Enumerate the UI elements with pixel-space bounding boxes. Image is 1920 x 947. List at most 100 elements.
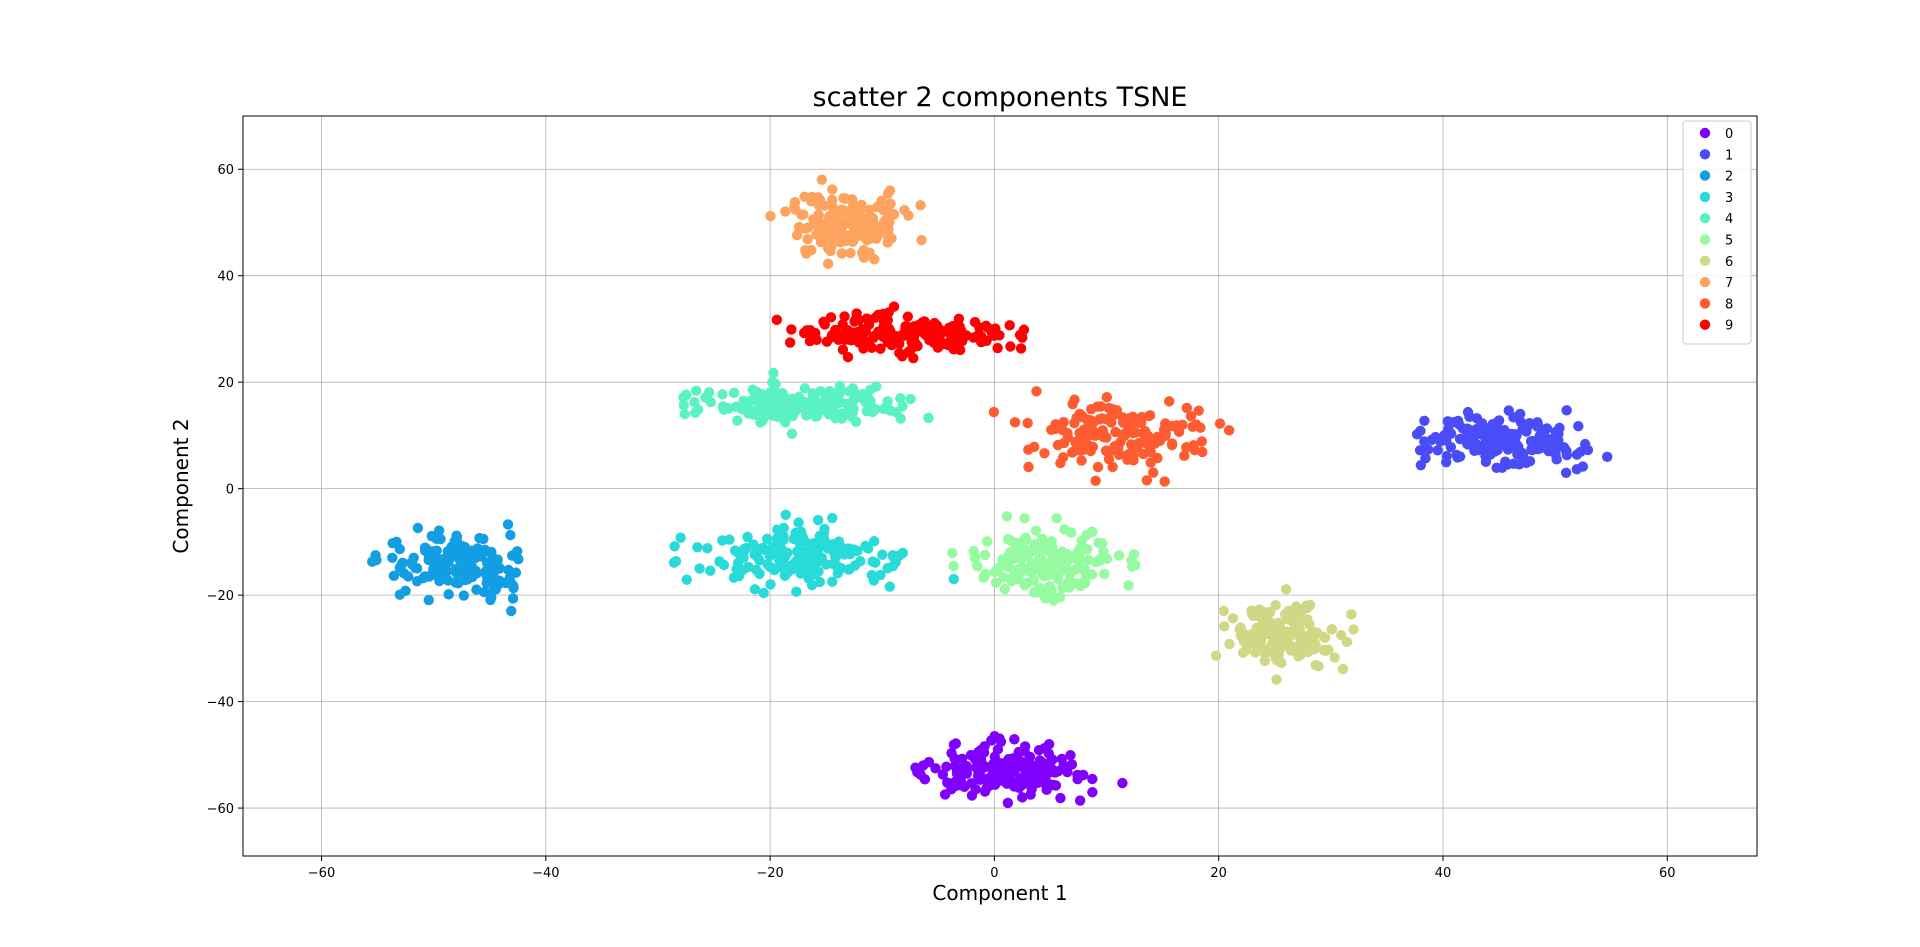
x-tick-label: −60 [308,866,335,881]
point-class-8 [1152,431,1163,443]
point-class-3 [868,536,880,547]
point-class-3 [669,541,680,552]
point-class-0 [965,749,977,761]
point-class-8 [1082,439,1093,450]
point-class-9 [1018,324,1030,335]
point-class-2 [485,594,496,606]
point-class-0 [1087,787,1098,798]
point-class-2 [474,532,485,544]
point-class-0 [1078,769,1089,781]
point-class-9 [905,322,917,333]
point-class-9 [861,313,872,324]
point-class-8 [1101,392,1113,403]
point-class-3 [681,574,692,585]
point-class-8 [1117,412,1128,423]
point-class-6 [1280,584,1292,595]
point-class-9 [830,324,841,336]
legend-label-2: 2 [1725,170,1733,185]
point-class-4 [848,404,859,415]
point-class-6 [1269,641,1281,653]
point-class-6 [1248,631,1260,643]
point-class-8 [1185,410,1197,422]
point-class-7 [802,234,813,245]
point-class-1 [1503,405,1514,416]
point-class-4 [753,396,765,407]
point-class-5 [1044,581,1055,592]
point-class-3 [812,545,824,557]
point-class-3 [802,543,814,554]
point-class-2 [510,567,522,578]
point-class-1 [1521,426,1532,437]
point-class-4 [770,399,781,410]
point-class-0 [1062,766,1073,778]
point-class-2 [398,567,410,579]
point-class-4 [895,413,906,424]
point-class-3 [795,534,806,545]
point-class-5 [990,577,1002,588]
point-class-1 [1480,451,1491,462]
scatter-points [366,174,1613,809]
point-class-0 [1087,773,1098,785]
point-class-4 [834,388,845,400]
point-class-6 [1272,632,1283,643]
point-class-7 [869,254,880,265]
point-class-8 [1130,427,1141,438]
point-class-4 [819,395,831,407]
point-class-5 [972,560,983,572]
point-class-0 [1055,792,1066,804]
point-class-5 [1019,513,1030,524]
point-class-9 [771,314,783,326]
point-class-6 [1318,631,1329,642]
point-class-1 [1454,433,1466,445]
point-class-4 [823,409,835,420]
point-class-1 [1517,455,1529,467]
point-class-4 [871,381,882,392]
point-class-6 [1296,633,1307,644]
point-class-0 [983,776,994,787]
point-class-5 [1028,587,1040,598]
point-class-6 [1321,644,1332,656]
point-class-1 [1498,428,1509,440]
point-class-1 [1486,438,1497,450]
point-class-3 [828,543,840,554]
y-axis-label: Component 2 [169,418,193,553]
point-class-2 [423,594,434,606]
legend-marker-9 [1699,319,1711,330]
point-class-6 [1290,601,1302,612]
point-class-3 [738,543,750,555]
point-class-2 [480,565,492,577]
y-tick-label: 60 [217,163,234,178]
point-class-8 [1074,427,1085,439]
point-class-9 [897,351,908,362]
point-class-5 [1069,564,1081,576]
point-class-5 [1036,538,1047,550]
point-class-3 [791,586,802,597]
point-class-9 [837,344,849,355]
point-class-0 [1015,761,1027,772]
point-class-6 [1248,610,1259,622]
point-class-8 [1188,440,1199,451]
point-class-0 [919,774,931,785]
point-class-4 [865,403,876,414]
legend-marker-6 [1699,255,1711,266]
point-class-8 [1069,417,1080,429]
point-class-5 [1036,548,1047,559]
point-class-1 [1454,451,1466,462]
point-class-5 [1008,553,1020,564]
point-class-1 [1508,458,1519,469]
point-class-9 [968,332,979,343]
point-class-4 [755,417,766,428]
point-class-5 [980,568,992,580]
point-class-2 [466,558,477,569]
point-class-8 [1057,452,1069,463]
legend-box [1682,120,1752,345]
point-class-8 [1196,436,1208,447]
point-class-1 [1538,427,1550,438]
point-class-9 [899,330,910,341]
point-class-1 [1553,428,1564,440]
point-class-9 [825,312,837,323]
point-class-2 [391,536,402,548]
point-class-5 [1083,554,1094,566]
point-class-7 [839,205,851,217]
point-class-0 [1033,745,1045,756]
